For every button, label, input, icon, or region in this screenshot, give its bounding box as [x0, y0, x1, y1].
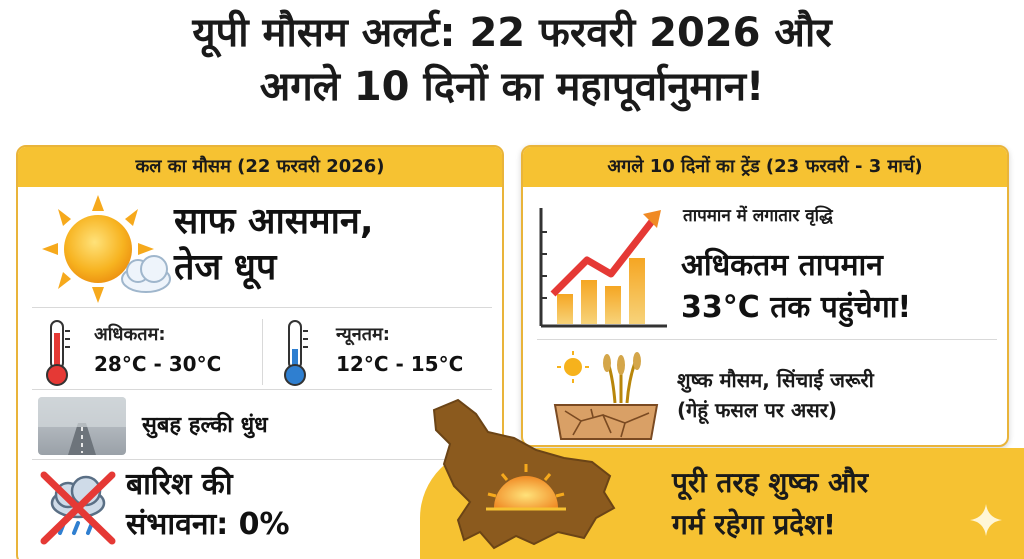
- dry-weather-text: शुष्क मौसम, सिंचाई जरूरी (गेहूं फसल पर अ…: [677, 365, 874, 425]
- divider: [32, 459, 492, 460]
- min-temp-value: 12°C - 15°C: [336, 352, 464, 376]
- trend-card: अगले 10 दिनों का ट्रेंड (23 फरवरी - 3 मा…: [521, 145, 1009, 447]
- condition-line-2: तेज धूप: [174, 247, 277, 288]
- title-line-1: यूपी मौसम अलर्ट: 22 फरवरी 2026 और: [192, 10, 832, 56]
- max-temp-value: 28°C - 30°C: [94, 352, 222, 376]
- condition-line-1: साफ आसमान,: [174, 201, 374, 242]
- summary-line-2: गर्म रहेगा प्रदेश!: [672, 508, 836, 541]
- min-temp-label: न्यूनतम:: [336, 324, 390, 345]
- dry-soil-icon: [553, 351, 659, 440]
- dry-line-1: शुष्क मौसम, सिंचाई जरूरी: [677, 368, 874, 392]
- sparkle-icon: [970, 504, 1002, 536]
- rising-chart-icon: [539, 208, 667, 328]
- trend-subtitle: तापमान में लगातार वृद्धि: [683, 206, 833, 226]
- rain-line-1: बारिश की: [126, 467, 233, 502]
- summary-line-1: पूरी तरह शुष्क और: [672, 466, 869, 499]
- up-map-sunset-icon: [432, 398, 616, 550]
- vertical-divider: [262, 319, 263, 385]
- max-temp-label: अधिकतम:: [94, 324, 166, 345]
- rain-chance-text: बारिश की संभावना: 0%: [126, 465, 290, 545]
- trend-main-line-2: 33°C तक पहुंचेगा!: [681, 290, 912, 325]
- thermometer-cold-icon: [284, 320, 308, 386]
- dry-line-2: (गेहूं फसल पर असर): [677, 398, 838, 422]
- divider: [32, 307, 492, 308]
- fog-text: सुबह हल्की धुंध: [142, 413, 268, 438]
- tomorrow-weather-card: कल का मौसम (22 फरवरी 2026) साफ आ: [16, 145, 504, 559]
- tomorrow-heading: कल का मौसम (22 फरवरी 2026): [18, 147, 502, 187]
- divider: [32, 389, 492, 390]
- divider: [537, 339, 997, 340]
- fog-road-icon: [38, 397, 126, 455]
- page-title: यूपी मौसम अलर्ट: 22 फरवरी 2026 और अगले 1…: [0, 6, 1024, 114]
- condition-text: साफ आसमान, तेज धूप: [174, 199, 374, 291]
- trend-main-text: अधिकतम तापमान 33°C तक पहुंचेगा!: [681, 245, 911, 329]
- sun-cloud-icon: [42, 195, 171, 303]
- no-rain-icon: [40, 471, 116, 545]
- trend-main-line-1: अधिकतम तापमान: [681, 248, 883, 283]
- trend-heading: अगले 10 दिनों का ट्रेंड (23 फरवरी - 3 मा…: [523, 147, 1007, 187]
- title-line-2: अगले 10 दिनों का महापूर्वानुमान!: [259, 64, 765, 110]
- rain-line-2: संभावना: 0%: [126, 507, 290, 542]
- summary-text: पूरी तरह शुष्क और गर्म रहेगा प्रदेश!: [672, 462, 868, 546]
- thermometer-hot-icon: [46, 320, 70, 386]
